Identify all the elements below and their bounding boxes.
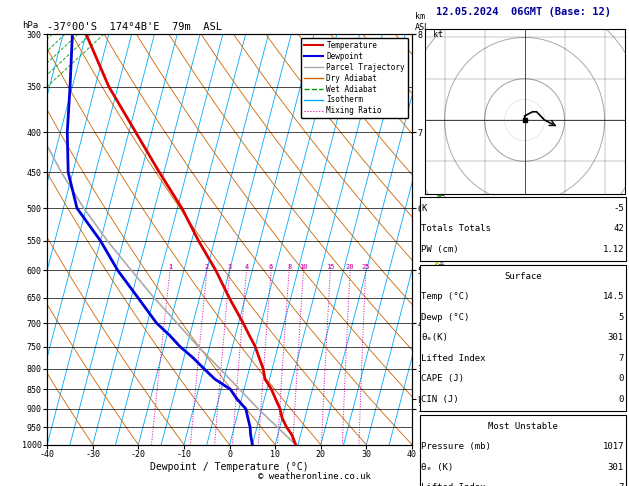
Text: 2: 2 — [205, 264, 209, 270]
Text: 12.05.2024  06GMT (Base: 12): 12.05.2024 06GMT (Base: 12) — [435, 7, 611, 17]
Text: θₑ(K): θₑ(K) — [421, 333, 448, 342]
Text: km
ASL: km ASL — [415, 12, 430, 32]
Text: K: K — [421, 204, 427, 213]
Text: 15: 15 — [326, 264, 335, 270]
Text: θₑ (K): θₑ (K) — [421, 463, 454, 471]
Text: 3: 3 — [228, 264, 232, 270]
Text: Dewp (°C): Dewp (°C) — [421, 313, 470, 322]
Text: kt: kt — [433, 31, 443, 39]
Text: 1.12: 1.12 — [603, 245, 624, 254]
Text: Pressure (mb): Pressure (mb) — [421, 442, 491, 451]
Text: 10: 10 — [299, 264, 308, 270]
Text: CIN (J): CIN (J) — [421, 395, 459, 403]
Text: © weatheronline.co.uk: © weatheronline.co.uk — [258, 472, 371, 481]
Text: 20: 20 — [346, 264, 354, 270]
Text: 8: 8 — [287, 264, 291, 270]
Text: Lifted Index: Lifted Index — [421, 354, 486, 363]
Text: CAPE (J): CAPE (J) — [421, 374, 464, 383]
Text: 25: 25 — [362, 264, 370, 270]
Text: hPa: hPa — [21, 21, 38, 30]
Text: Lifted Index: Lifted Index — [421, 483, 486, 486]
Text: 0: 0 — [618, 395, 624, 403]
Text: 5: 5 — [618, 313, 624, 322]
Legend: Temperature, Dewpoint, Parcel Trajectory, Dry Adiabat, Wet Adiabat, Isotherm, Mi: Temperature, Dewpoint, Parcel Trajectory… — [301, 38, 408, 119]
Text: 301: 301 — [608, 463, 624, 471]
Text: 0: 0 — [618, 374, 624, 383]
Text: 4: 4 — [245, 264, 248, 270]
Text: PW (cm): PW (cm) — [421, 245, 459, 254]
Text: -5: -5 — [613, 204, 624, 213]
Y-axis label: Mixing Ratio (g/kg): Mixing Ratio (g/kg) — [438, 192, 447, 287]
Text: 6: 6 — [269, 264, 273, 270]
Text: 301: 301 — [608, 333, 624, 342]
Text: 7: 7 — [618, 354, 624, 363]
Text: Temp (°C): Temp (°C) — [421, 293, 470, 301]
Text: 7: 7 — [618, 483, 624, 486]
Text: Surface: Surface — [504, 272, 542, 281]
Text: -37°00'S  174°4B'E  79m  ASL: -37°00'S 174°4B'E 79m ASL — [47, 22, 222, 32]
Text: Totals Totals: Totals Totals — [421, 225, 491, 233]
Text: 1: 1 — [168, 264, 172, 270]
Text: 42: 42 — [613, 225, 624, 233]
X-axis label: Dewpoint / Temperature (°C): Dewpoint / Temperature (°C) — [150, 462, 309, 472]
Text: Most Unstable: Most Unstable — [487, 422, 558, 431]
Text: 14.5: 14.5 — [603, 293, 624, 301]
Text: 1017: 1017 — [603, 442, 624, 451]
